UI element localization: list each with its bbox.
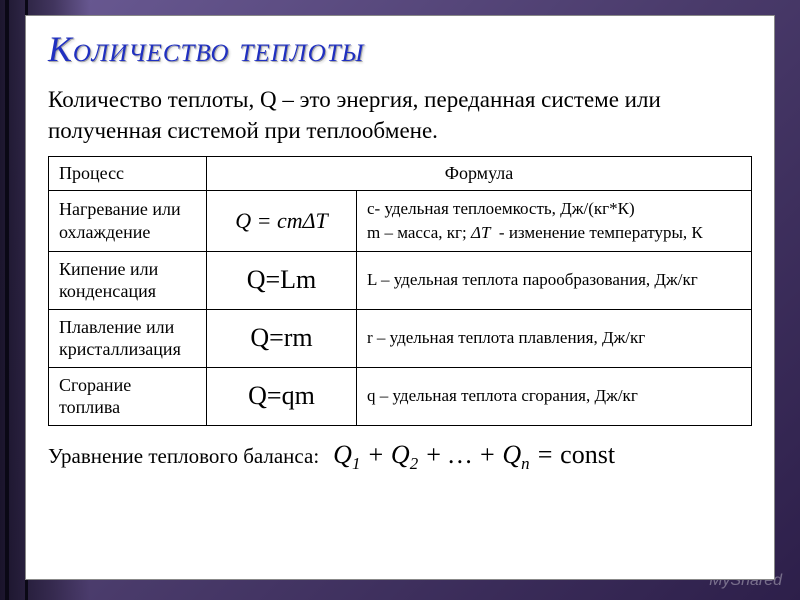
desc-cell: r – удельная теплота плавления, Дж/кг — [357, 309, 752, 367]
desc-cell: q – удельная теплота сгорания, Дж/кг — [357, 367, 752, 425]
formula-cell: Q=Lm — [207, 251, 357, 309]
heat-formulas-table: Процесс Формула Нагревание или охлаждени… — [48, 156, 752, 426]
header-formula: Формула — [207, 157, 752, 191]
heat-balance-row: Уравнение теплового баланса: Q1 + Q2 + …… — [48, 440, 752, 474]
table-row: Плавление или кристаллизация Q=rm r – уд… — [49, 309, 752, 367]
table-row: Кипение или конденсация Q=Lm L – удельна… — [49, 251, 752, 309]
table-header-row: Процесс Формула — [49, 157, 752, 191]
process-cell: Кипение или конденсация — [49, 251, 207, 309]
process-cell: Сгорание топлива — [49, 367, 207, 425]
formula-cell: Q=qm — [207, 367, 357, 425]
balance-formula: Q1 + Q2 + … + Qn = const — [333, 440, 615, 474]
desc-cell: L – удельная теплота парообразования, Дж… — [357, 251, 752, 309]
definition-text: Количество теплоты, Q – это энергия, пер… — [48, 84, 752, 146]
formula-cell: Q=rm — [207, 309, 357, 367]
table-row: Нагревание или охлаждение Q = cmΔT c- уд… — [49, 191, 752, 252]
slide-title: Количество теплоты — [48, 28, 752, 70]
content-card: Количество теплоты Количество теплоты, Q… — [25, 15, 775, 580]
desc-cell: c- удельная теплоемкость, Дж/(кг*К)m – м… — [357, 191, 752, 252]
process-cell: Нагревание или охлаждение — [49, 191, 207, 252]
table-row: Сгорание топлива Q=qm q – удельная тепло… — [49, 367, 752, 425]
formula-cell: Q = cmΔT — [207, 191, 357, 252]
balance-label: Уравнение теплового баланса: — [48, 444, 319, 469]
process-cell: Плавление или кристаллизация — [49, 309, 207, 367]
header-process: Процесс — [49, 157, 207, 191]
